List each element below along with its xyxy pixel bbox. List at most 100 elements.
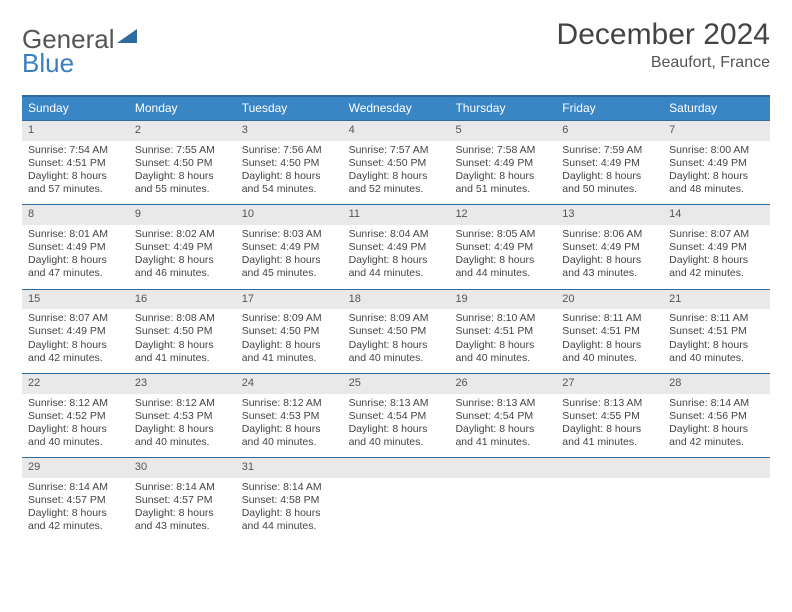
day-number-cell — [449, 458, 556, 478]
day-number-row: 293031 — [22, 457, 770, 478]
daylight-text-1: Daylight: 8 hours — [562, 339, 657, 352]
daylight-text-1: Daylight: 8 hours — [669, 170, 764, 183]
logo-triangle-icon — [117, 21, 137, 52]
day-number-cell: 29 — [22, 458, 129, 478]
day-number-cell: 9 — [129, 205, 236, 225]
weekday-header-row: SundayMondayTuesdayWednesdayThursdayFrid… — [22, 97, 770, 120]
sunrise-text: Sunrise: 8:07 AM — [28, 312, 123, 325]
weekday-header: Friday — [556, 97, 663, 120]
day-data-cell: Sunrise: 8:09 AMSunset: 4:50 PMDaylight:… — [236, 309, 343, 373]
day-data-cell: Sunrise: 8:04 AMSunset: 4:49 PMDaylight:… — [343, 225, 450, 289]
sunset-text: Sunset: 4:50 PM — [135, 325, 230, 338]
month-title: December 2024 — [557, 18, 770, 52]
day-number-cell: 6 — [556, 121, 663, 141]
daylight-text-1: Daylight: 8 hours — [28, 507, 123, 520]
daylight-text-2: and 43 minutes. — [135, 520, 230, 533]
day-data-cell: Sunrise: 8:11 AMSunset: 4:51 PMDaylight:… — [663, 309, 770, 373]
daylight-text-2: and 45 minutes. — [242, 267, 337, 280]
day-number-cell: 10 — [236, 205, 343, 225]
sunset-text: Sunset: 4:49 PM — [455, 157, 550, 170]
daylight-text-1: Daylight: 8 hours — [135, 254, 230, 267]
sunrise-text: Sunrise: 8:12 AM — [28, 397, 123, 410]
daylight-text-1: Daylight: 8 hours — [669, 254, 764, 267]
day-number-cell: 11 — [343, 205, 450, 225]
sunrise-text: Sunrise: 7:54 AM — [28, 144, 123, 157]
sunset-text: Sunset: 4:49 PM — [242, 241, 337, 254]
day-data-cell: Sunrise: 8:11 AMSunset: 4:51 PMDaylight:… — [556, 309, 663, 373]
sunset-text: Sunset: 4:49 PM — [349, 241, 444, 254]
day-number-cell: 16 — [129, 290, 236, 310]
weekday-header: Sunday — [22, 97, 129, 120]
day-number-cell: 8 — [22, 205, 129, 225]
sunset-text: Sunset: 4:49 PM — [669, 241, 764, 254]
day-data-cell: Sunrise: 7:54 AMSunset: 4:51 PMDaylight:… — [22, 141, 129, 205]
day-number-row: 15161718192021 — [22, 289, 770, 310]
sunrise-text: Sunrise: 8:14 AM — [242, 481, 337, 494]
day-number-cell: 27 — [556, 374, 663, 394]
weekday-header: Monday — [129, 97, 236, 120]
daylight-text-1: Daylight: 8 hours — [242, 423, 337, 436]
daylight-text-2: and 43 minutes. — [562, 267, 657, 280]
sunset-text: Sunset: 4:53 PM — [242, 410, 337, 423]
day-number-cell: 4 — [343, 121, 450, 141]
sunrise-text: Sunrise: 8:05 AM — [455, 228, 550, 241]
sunset-text: Sunset: 4:50 PM — [242, 157, 337, 170]
sunrise-text: Sunrise: 8:13 AM — [455, 397, 550, 410]
daylight-text-1: Daylight: 8 hours — [28, 254, 123, 267]
day-number-cell: 18 — [343, 290, 450, 310]
sunrise-text: Sunrise: 8:04 AM — [349, 228, 444, 241]
sunset-text: Sunset: 4:51 PM — [28, 157, 123, 170]
sunrise-text: Sunrise: 8:13 AM — [562, 397, 657, 410]
sunset-text: Sunset: 4:52 PM — [28, 410, 123, 423]
sunrise-text: Sunrise: 8:06 AM — [562, 228, 657, 241]
day-data-cell: Sunrise: 8:14 AMSunset: 4:56 PMDaylight:… — [663, 394, 770, 458]
daylight-text-2: and 52 minutes. — [349, 183, 444, 196]
sunrise-text: Sunrise: 8:12 AM — [135, 397, 230, 410]
sunrise-text: Sunrise: 8:01 AM — [28, 228, 123, 241]
sunset-text: Sunset: 4:54 PM — [349, 410, 444, 423]
sunset-text: Sunset: 4:49 PM — [135, 241, 230, 254]
weekday-header: Saturday — [663, 97, 770, 120]
daylight-text-1: Daylight: 8 hours — [349, 339, 444, 352]
location-label: Beaufort, France — [557, 54, 770, 72]
daylight-text-2: and 44 minutes. — [242, 520, 337, 533]
sunset-text: Sunset: 4:54 PM — [455, 410, 550, 423]
daylight-text-1: Daylight: 8 hours — [242, 339, 337, 352]
logo-text-b: Blue — [22, 48, 74, 79]
daylight-text-2: and 44 minutes. — [349, 267, 444, 280]
day-data-row: Sunrise: 7:54 AMSunset: 4:51 PM Daylight:… — [22, 141, 770, 205]
title-block: December 2024 Beaufort, France — [557, 18, 770, 72]
weekday-header: Tuesday — [236, 97, 343, 120]
sunset-text: Sunset: 4:49 PM — [28, 325, 123, 338]
sunrise-text: Sunrise: 7:56 AM — [242, 144, 337, 157]
daylight-text-2: and 41 minutes. — [562, 436, 657, 449]
sunset-text: Sunset: 4:55 PM — [562, 410, 657, 423]
daylight-text-1: Daylight: 8 hours — [349, 170, 444, 183]
daylight-text-2: and 40 minutes. — [135, 436, 230, 449]
day-data-cell: Sunrise: 8:01 AMSunset: 4:49 PMDaylight:… — [22, 225, 129, 289]
sunset-text: Sunset: 4:51 PM — [562, 325, 657, 338]
day-number-cell: 20 — [556, 290, 663, 310]
daylight-text-1: Daylight: 8 hours — [135, 170, 230, 183]
daylight-text-2: and 40 minutes. — [349, 436, 444, 449]
day-data-cell: Sunrise: 8:07 AMSunset: 4:49 PMDaylight:… — [22, 309, 129, 373]
sunrise-text: Sunrise: 8:10 AM — [455, 312, 550, 325]
day-data-cell: Sunrise: 8:08 AMSunset: 4:50 PMDaylight:… — [129, 309, 236, 373]
sunset-text: Sunset: 4:51 PM — [669, 325, 764, 338]
day-data-cell: Sunrise: 7:59 AMSunset: 4:49 PMDaylight:… — [556, 141, 663, 205]
day-number-cell: 26 — [449, 374, 556, 394]
day-number-cell — [663, 458, 770, 478]
day-data-cell: Sunrise: 8:12 AMSunset: 4:53 PMDaylight:… — [129, 394, 236, 458]
daylight-text-2: and 47 minutes. — [28, 267, 123, 280]
sunset-text: Sunset: 4:50 PM — [242, 325, 337, 338]
day-data-cell: Sunrise: 8:10 AMSunset: 4:51 PMDaylight:… — [449, 309, 556, 373]
day-data-cell: Sunrise: 8:13 AMSunset: 4:55 PMDaylight:… — [556, 394, 663, 458]
sunset-text: Sunset: 4:49 PM — [28, 241, 123, 254]
daylight-text-2: and 40 minutes. — [562, 352, 657, 365]
day-number-cell: 25 — [343, 374, 450, 394]
daylight-text-2: and 57 minutes. — [28, 183, 123, 196]
day-data-cell: Sunrise: 8:03 AMSunset: 4:49 PMDaylight:… — [236, 225, 343, 289]
day-number-cell: 22 — [22, 374, 129, 394]
daylight-text-1: Daylight: 8 hours — [242, 507, 337, 520]
daylight-text-2: and 41 minutes. — [135, 352, 230, 365]
